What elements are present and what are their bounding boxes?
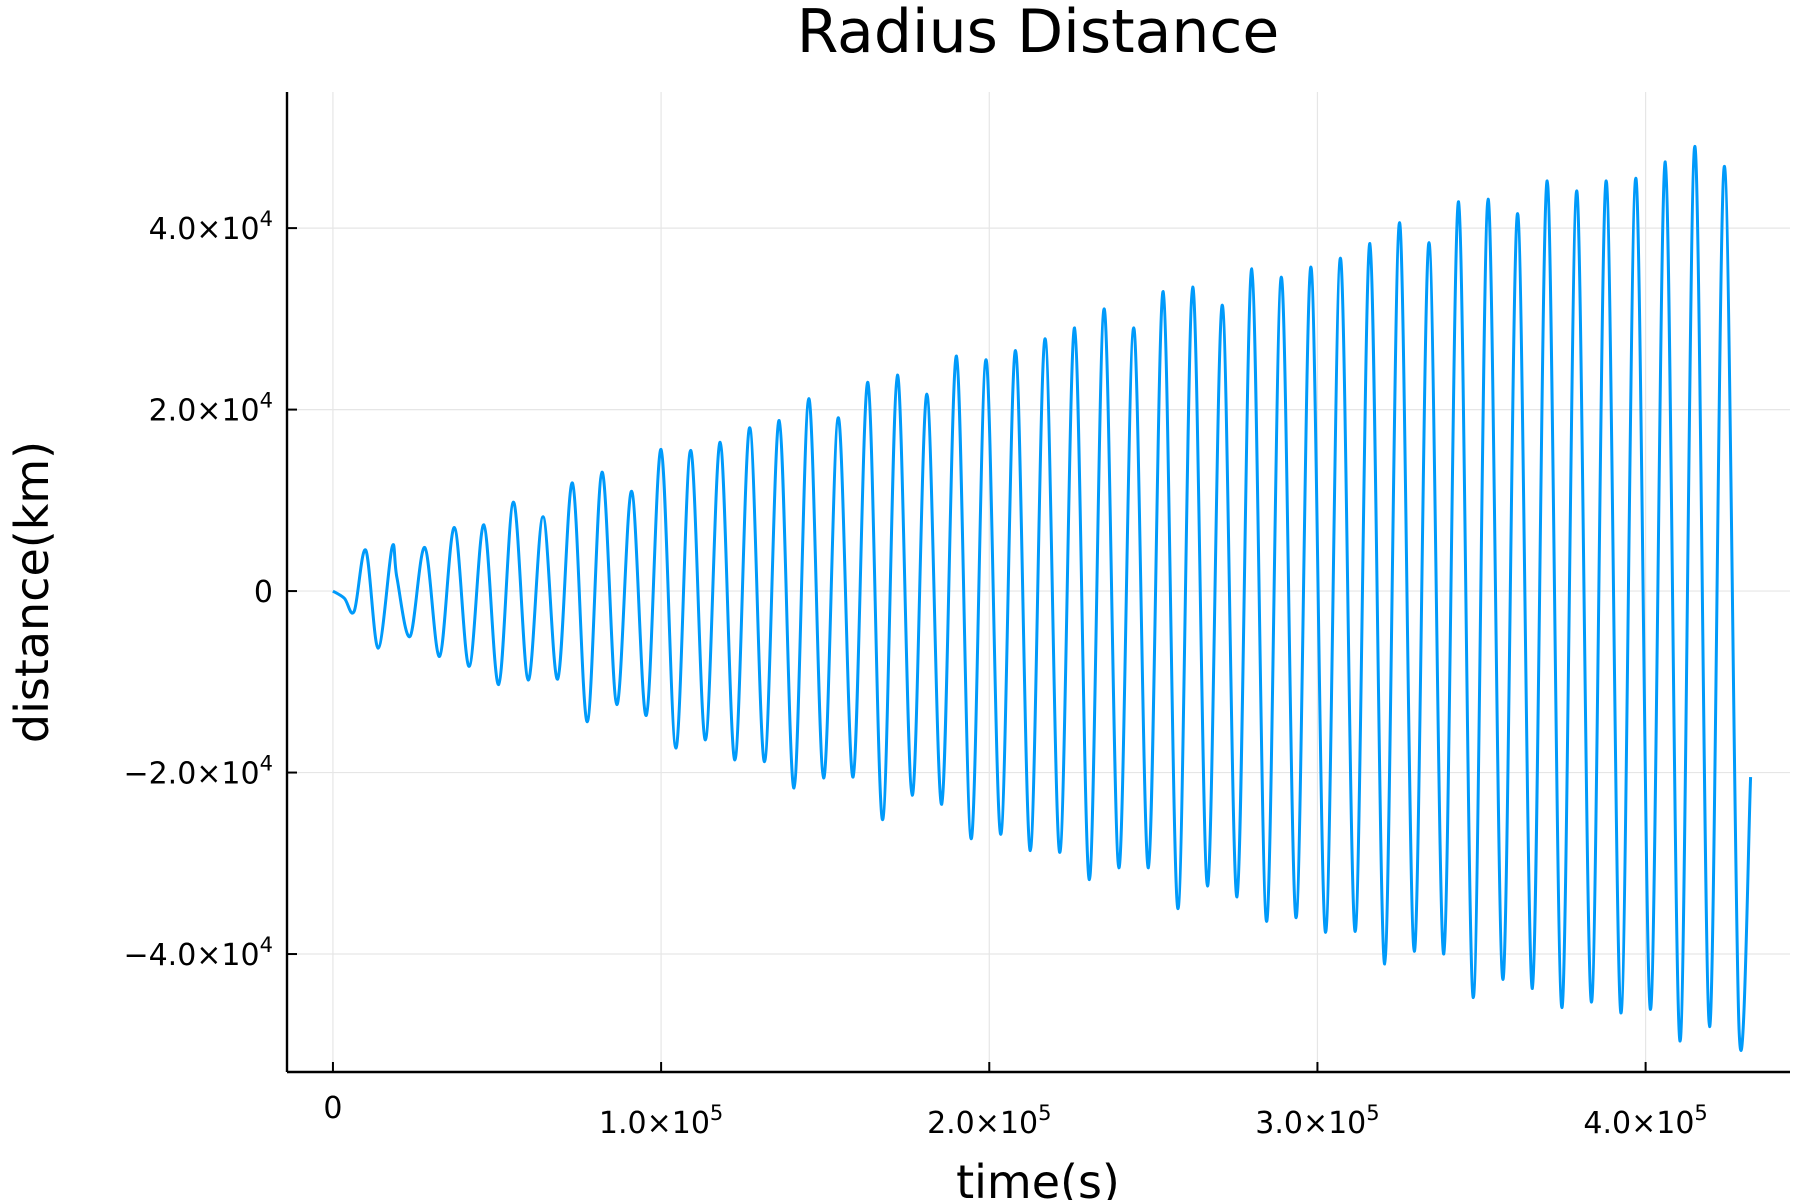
y-tick-label-0: 4.0×104: [149, 207, 273, 247]
y-tick-label-2: 0: [254, 575, 273, 610]
y-tick-label-1: 2.0×104: [149, 389, 273, 429]
x-axis-ticks: 0 1.0×105 2.0×105 3.0×105 4.0×105: [323, 1062, 1708, 1141]
axes: [285, 92, 1790, 1074]
x-tick-label-1: 1.0×105: [599, 1101, 723, 1141]
series-layer: [332, 144, 1753, 1053]
series-line-0: [332, 144, 1753, 1053]
x-tick-label-4: 4.0×105: [1583, 1101, 1707, 1141]
y-tick-label-4: −4.0×104: [123, 933, 273, 973]
y-axis-ticks: 4.0×104 2.0×104 0 −2.0×104 −4.0×104: [123, 207, 297, 973]
x-tick-label-0: 0: [323, 1091, 342, 1126]
y-tick-label-3: −2.0×104: [123, 752, 273, 792]
grid-lines: [287, 92, 1790, 1072]
x-axis-label: time(s): [956, 1155, 1120, 1200]
x-tick-label-2: 2.0×105: [927, 1101, 1051, 1141]
y-axis-label: distance(km): [5, 441, 59, 743]
chart-title: Radius Distance: [797, 0, 1280, 67]
x-tick-label-3: 3.0×105: [1255, 1101, 1379, 1141]
